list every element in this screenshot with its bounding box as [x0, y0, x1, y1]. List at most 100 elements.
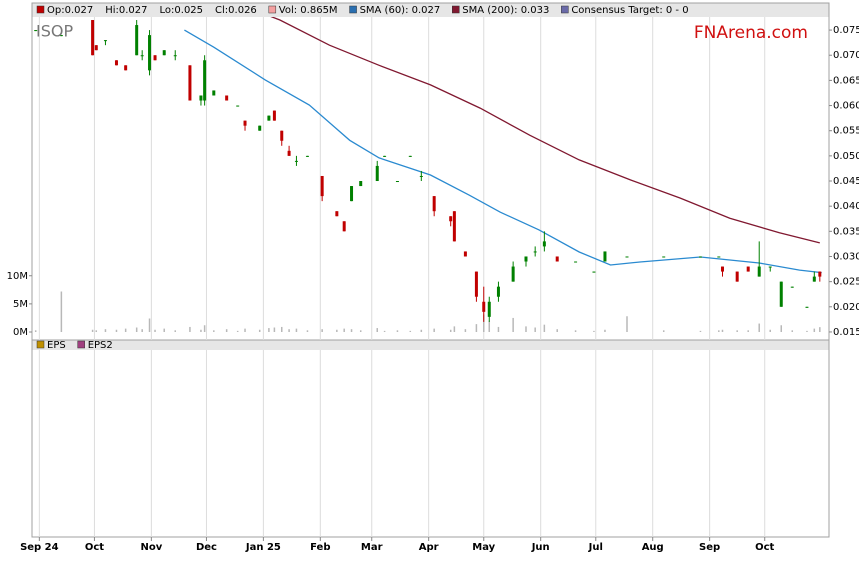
legend-label: EPS2	[88, 340, 113, 351]
candle-body	[153, 55, 157, 61]
candle-body	[625, 256, 629, 258]
candle-body	[103, 40, 107, 42]
volume-bar	[819, 327, 821, 332]
axes: Op:0.027 Hi:0.027 Lo:0.025 Cl:0.026 Vol: 0.8…	[7, 5, 859, 553]
candle-body	[91, 20, 95, 56]
candle-body	[135, 25, 139, 56]
volume-bar	[141, 329, 143, 332]
volume-bar	[483, 314, 485, 332]
candle-body	[375, 165, 379, 182]
volume-bar	[721, 329, 724, 332]
volume-bar	[189, 326, 191, 332]
volume-bar	[321, 329, 323, 332]
candle-body	[662, 256, 666, 258]
volume-bar	[543, 324, 546, 332]
y2-tick-label: 5M	[13, 299, 28, 310]
legend-label: Consensus Target: 0 - 0	[571, 5, 688, 16]
volume-bar	[174, 330, 176, 332]
legend-swatch	[77, 340, 85, 349]
volume-bar	[420, 329, 423, 332]
volume-bar	[213, 330, 215, 332]
candle-body	[463, 251, 467, 257]
candle-body	[148, 35, 152, 71]
volume-bar	[780, 325, 783, 332]
candle-body	[350, 186, 354, 202]
candle-body	[267, 115, 271, 121]
candle-body	[173, 55, 177, 57]
candle-body	[474, 271, 478, 297]
volume-bar	[288, 329, 290, 332]
candle-body	[188, 65, 192, 101]
volume-bar	[383, 330, 386, 332]
y-tick-label: 0.075	[833, 25, 859, 36]
candle-body	[114, 60, 118, 66]
volume-bar	[295, 328, 298, 332]
x-tick-label: Aug	[642, 542, 664, 553]
volume-bar	[115, 329, 118, 332]
legend-swatch	[452, 5, 460, 14]
legend-swatch	[36, 340, 45, 349]
y-tick-label: 0.025	[833, 277, 859, 288]
y-tick-label: 0.045	[833, 176, 859, 187]
volume-bar	[225, 329, 228, 332]
volume-bar	[758, 323, 760, 332]
candle-body	[272, 110, 276, 121]
candle-body	[395, 181, 399, 183]
volume-bar	[813, 328, 816, 332]
candle-body	[487, 301, 491, 317]
volume-bar	[791, 330, 794, 332]
volume-bar	[574, 330, 577, 332]
volume-bar	[736, 330, 738, 332]
y-tick-label: 0.020	[833, 302, 859, 313]
volume-bar	[475, 324, 478, 332]
volume-bar	[433, 328, 435, 332]
legend-swatch	[268, 5, 277, 14]
x-tick-label: Jul	[588, 542, 603, 553]
volume-bar	[200, 329, 202, 332]
volume-bars	[34, 291, 821, 332]
legend-swatch	[561, 5, 569, 14]
volume-bar	[306, 330, 309, 332]
legend-swatch	[349, 5, 357, 14]
volume-bar	[343, 328, 345, 332]
candle-body	[408, 155, 412, 157]
candle-body	[592, 271, 596, 273]
candle-body	[746, 266, 750, 272]
x-tick-label: Jun	[531, 542, 550, 553]
x-tick-label: Oct	[85, 542, 104, 553]
lower-legend-strip	[32, 340, 829, 350]
price-plot	[34, 17, 822, 322]
candle-body	[542, 241, 546, 247]
volume-bar	[376, 328, 378, 332]
candle-body	[383, 155, 387, 157]
x-tick-label: Apr	[419, 542, 439, 553]
candle-body	[59, 35, 63, 37]
volume-bar	[236, 330, 239, 332]
candle-body	[779, 281, 783, 307]
candle-body	[790, 286, 794, 288]
volume-bar	[806, 330, 808, 332]
volume-bar	[104, 329, 107, 332]
eps-panel	[31, 339, 830, 538]
y-tick-label: 0.060	[833, 101, 859, 112]
candle-body	[280, 130, 284, 141]
candle-body	[342, 221, 346, 232]
volume-bar	[350, 329, 353, 332]
candle-body	[320, 175, 324, 197]
volume-bar	[148, 318, 151, 332]
volume-bar	[409, 330, 412, 332]
volume-bar	[34, 330, 37, 332]
volume-bar	[662, 330, 665, 332]
candle-body	[757, 266, 761, 277]
candle-body	[496, 286, 500, 297]
candle-body	[717, 256, 721, 258]
y2-tick-label: 0M	[13, 327, 28, 338]
candle-body	[511, 266, 515, 282]
x-tick-label: Sep	[699, 542, 720, 553]
candle-body	[199, 95, 203, 101]
volume-bar	[769, 329, 771, 332]
x-tick-label: Sep 24	[20, 542, 59, 553]
legend-strip	[32, 3, 829, 17]
candle-body	[236, 105, 240, 107]
volume-bar	[396, 330, 399, 332]
